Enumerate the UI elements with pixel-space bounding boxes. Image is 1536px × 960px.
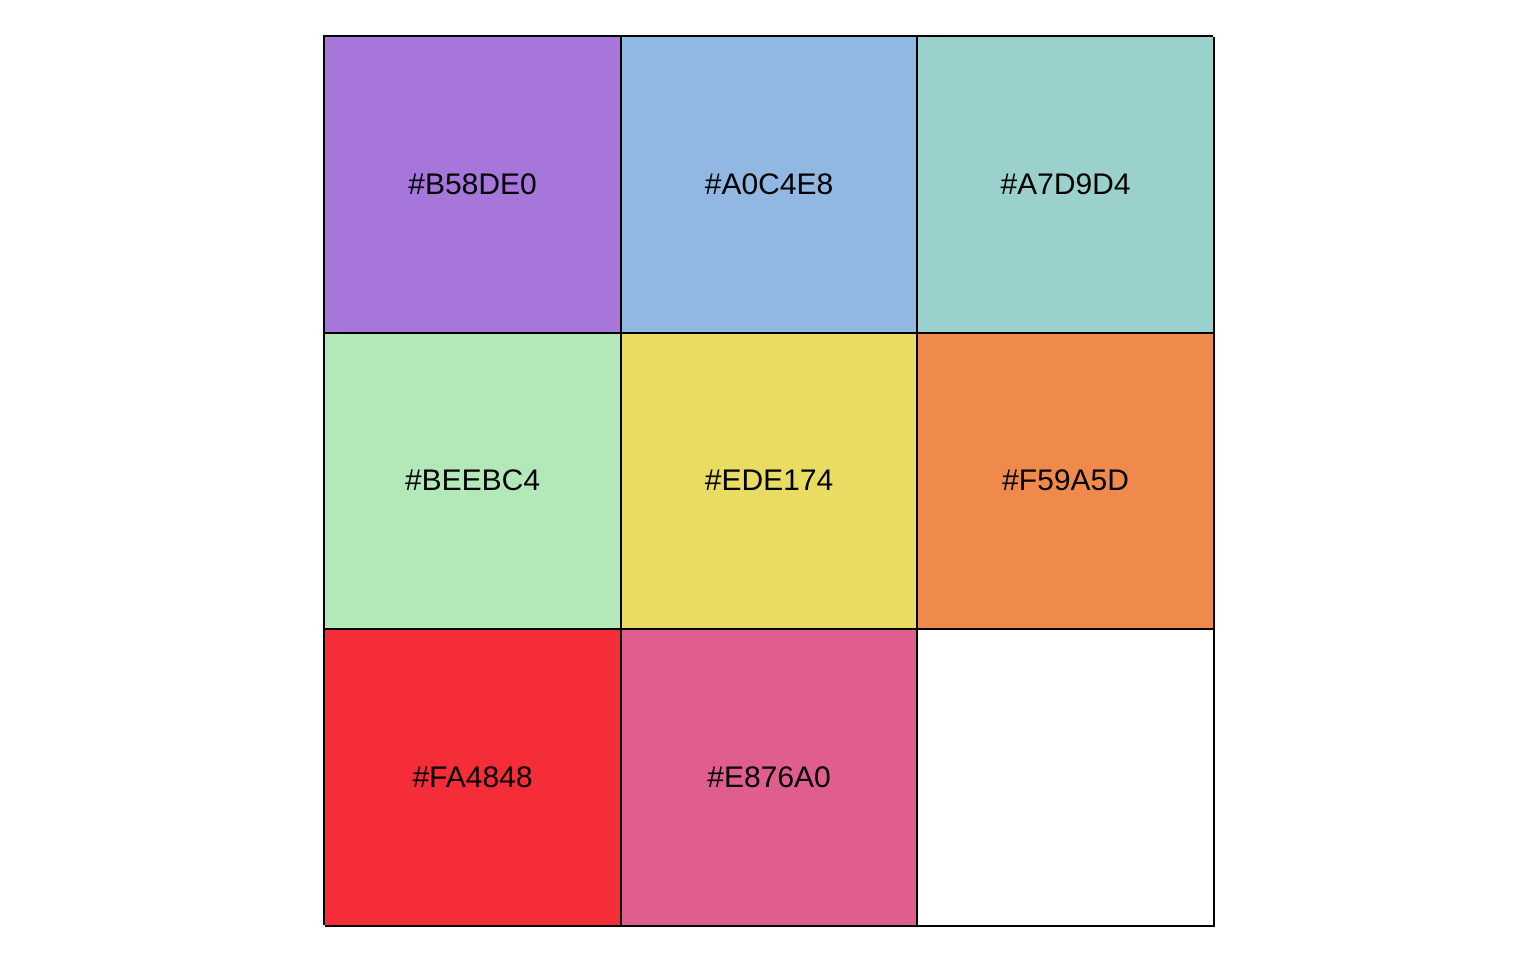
color-swatch: #A7D9D4 [918,37,1215,334]
swatch-hex-label: #B58DE0 [408,167,537,201]
color-palette-grid: #B58DE0 #A0C4E8 #A7D9D4 #BEEBC4 #EDE174 … [323,35,1215,927]
swatch-hex-label: #E876A0 [707,760,831,794]
empty-swatch [918,630,1215,927]
color-swatch: #BEEBC4 [325,334,622,630]
swatch-hex-label: #A0C4E8 [704,167,834,201]
color-swatch: #EDE174 [622,334,918,630]
swatch-hex-label: #EDE174 [704,464,834,497]
swatch-hex-label: #FA4848 [412,760,533,794]
color-swatch: #A0C4E8 [622,37,918,334]
color-swatch: #E876A0 [622,630,918,927]
swatch-hex-label: #BEEBC4 [404,464,541,497]
swatch-hex-label: #F59A5D [1002,464,1129,497]
swatch-hex-label: #A7D9D4 [1000,167,1131,201]
color-swatch: #FA4848 [325,630,622,927]
color-swatch: #F59A5D [918,334,1215,630]
color-swatch: #B58DE0 [325,37,622,334]
